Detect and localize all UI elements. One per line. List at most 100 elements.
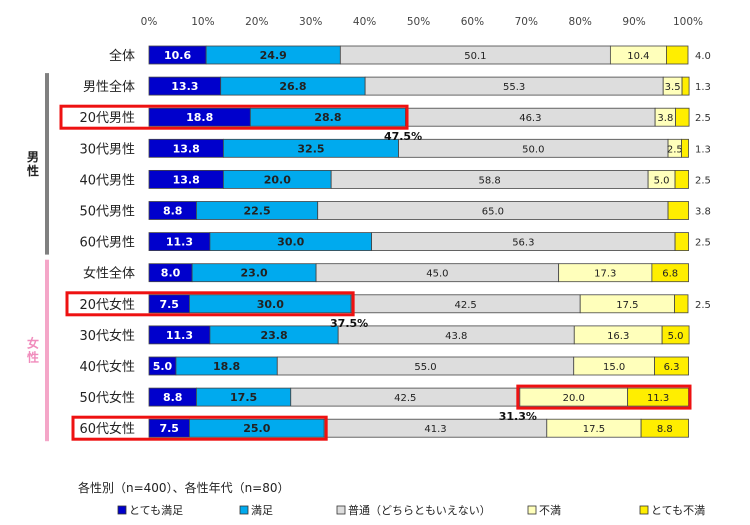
legend-swatch <box>639 505 649 515</box>
annotations: 47.5% 37.5% 31.3% <box>330 130 537 423</box>
bar-segment <box>651 263 689 283</box>
x-tick-label: 50% <box>407 16 430 28</box>
legend-item: 満足 <box>239 504 273 517</box>
x-tick-label: 100% <box>673 16 703 28</box>
sample-size-note: 各性別（n=400）、各性年代（n=80） <box>78 480 290 495</box>
category-label: 20代男性 <box>79 111 135 126</box>
legend-item: とても満足 <box>117 504 183 517</box>
data-label: 32.5 <box>297 142 324 155</box>
data-label: 3.5 <box>665 82 681 93</box>
data-label: 17.5 <box>230 391 257 404</box>
data-label: 23.0 <box>241 267 268 280</box>
legend-item: 普通（どちらともいえない） <box>336 503 491 517</box>
bar-row: 40代男性 13.8 20.0 58.8 5.0 2.5 <box>79 169 711 189</box>
data-label: 11.3 <box>647 393 669 404</box>
category-label: 60代女性 <box>79 421 135 437</box>
data-label: 10.4 <box>627 51 649 62</box>
bar-row: 20代女性 7.5 30.0 42.5 17.5 2.5 <box>79 294 711 314</box>
group-label-text: 女性 <box>26 335 39 364</box>
category-label: 男性全体 <box>83 79 135 95</box>
data-label: 5.0 <box>668 331 684 342</box>
x-tick-label: 30% <box>299 16 322 28</box>
bar-segment <box>674 294 689 314</box>
data-label: 18.8 <box>213 360 240 373</box>
data-label: 50.0 <box>522 144 544 155</box>
category-label: 全体 <box>109 48 135 64</box>
bar-segment <box>667 201 689 220</box>
total-annotation: 37.5% <box>330 317 368 330</box>
data-label: 30.0 <box>257 298 284 311</box>
data-label: 11.3 <box>166 329 193 342</box>
x-tick-label: 40% <box>353 16 376 28</box>
category-label: 50代女性 <box>79 390 135 406</box>
highlight-box <box>516 384 692 410</box>
category-label: 60代男性 <box>79 236 135 251</box>
data-label: 42.5 <box>394 393 416 404</box>
data-label: 3.8 <box>695 207 711 218</box>
highlight-boxes <box>59 104 692 441</box>
category-label: 女性全体 <box>83 266 135 282</box>
highlight-box <box>71 415 328 441</box>
legend-label: とても満足 <box>129 504 183 517</box>
bar-segment <box>666 45 689 65</box>
data-label: 1.3 <box>695 82 711 93</box>
legend: とても満足 満足 普通（どちらともいえない） 不満 とても不満 <box>117 503 705 517</box>
data-label: 2.5 <box>695 175 711 186</box>
bar-row: 全体 10.6 24.9 50.1 10.4 4.0 <box>109 45 711 65</box>
data-label: 16.3 <box>607 331 629 342</box>
bar-segment <box>681 138 689 158</box>
x-tick-label: 0% <box>141 16 158 28</box>
x-tick-label: 60% <box>461 16 484 28</box>
data-label: 8.0 <box>161 267 181 280</box>
data-label: 5.0 <box>654 175 670 186</box>
data-label: 15.0 <box>603 362 625 373</box>
data-label: 23.8 <box>260 329 287 342</box>
bar-segment <box>654 356 689 376</box>
group-bracket <box>45 73 49 255</box>
data-label: 28.8 <box>314 111 341 124</box>
data-label: 24.9 <box>260 49 287 62</box>
bar-segment <box>661 325 690 345</box>
category-label: 40代女性 <box>79 359 135 375</box>
data-label: 1.3 <box>695 144 711 155</box>
bar-segment <box>674 232 689 252</box>
bar-row: 50代女性 8.8 17.5 42.5 20.0 11.3 <box>79 387 689 407</box>
data-label: 2.5 <box>695 300 711 311</box>
bar-segment <box>681 76 690 96</box>
bar-row: 50代男性 8.8 22.5 65.0 3.8 <box>79 201 711 220</box>
total-annotation: 47.5% <box>384 130 422 143</box>
data-label: 25.0 <box>243 422 270 435</box>
data-label: 58.8 <box>479 175 501 186</box>
data-label: 20.0 <box>264 173 291 186</box>
x-tick-label: 90% <box>622 16 645 28</box>
data-label: 7.5 <box>159 298 179 311</box>
data-label: 17.3 <box>594 269 616 280</box>
bar-segment <box>674 169 689 189</box>
data-label: 45.0 <box>426 269 448 280</box>
highlight-box <box>65 291 355 317</box>
bar-row: 20代男性 18.8 28.8 46.3 3.8 2.5 <box>79 107 711 127</box>
data-label: 13.8 <box>173 173 200 186</box>
data-label: 3.8 <box>657 113 673 124</box>
data-label: 8.8 <box>163 205 183 218</box>
data-label: 22.5 <box>243 205 270 218</box>
data-label: 55.0 <box>414 362 436 373</box>
category-label: 30代男性 <box>79 142 135 157</box>
bar-row: 30代女性 11.3 23.8 43.8 16.3 5.0 <box>79 325 690 345</box>
legend-swatch <box>336 505 346 515</box>
highlight-box <box>59 104 409 130</box>
data-label: 13.3 <box>171 80 198 93</box>
data-label: 8.8 <box>163 391 183 404</box>
category-label: 50代男性 <box>79 205 135 220</box>
data-label: 7.5 <box>159 422 179 435</box>
data-label: 6.3 <box>664 362 680 373</box>
data-label: 5.0 <box>153 360 173 373</box>
data-label: 8.8 <box>657 424 673 435</box>
data-label: 56.3 <box>512 238 534 249</box>
data-label: 30.0 <box>277 236 304 249</box>
data-label: 2.5 <box>695 238 711 249</box>
group-bracket <box>45 259 49 442</box>
bar-row: 60代女性 7.5 25.0 41.3 17.5 8.8 <box>79 418 689 438</box>
data-label: 65.0 <box>482 207 504 218</box>
